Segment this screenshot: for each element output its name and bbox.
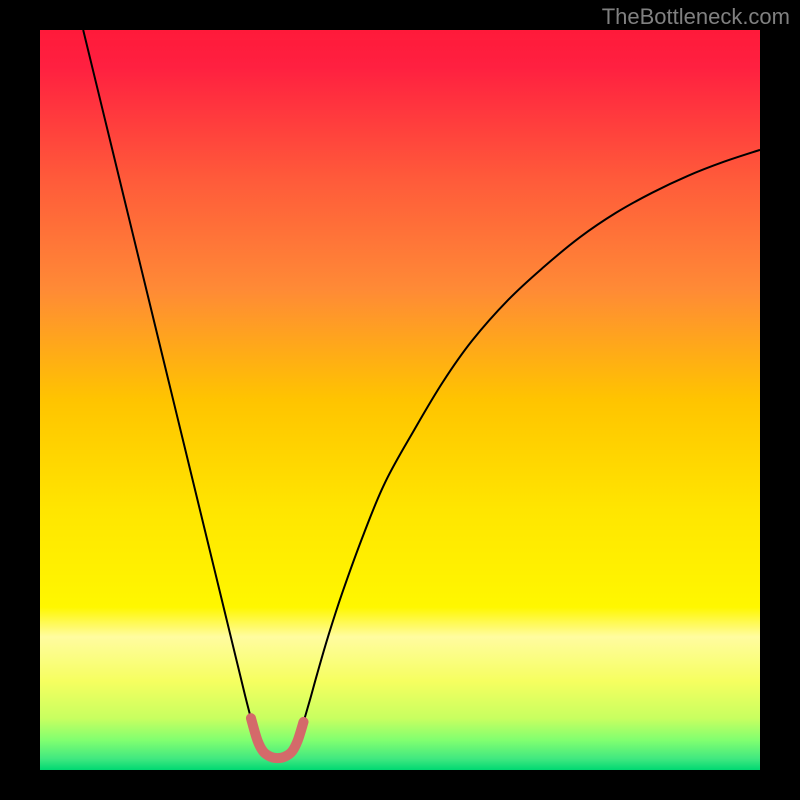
plot-background [40,30,760,770]
bottleneck-chart [0,0,800,800]
